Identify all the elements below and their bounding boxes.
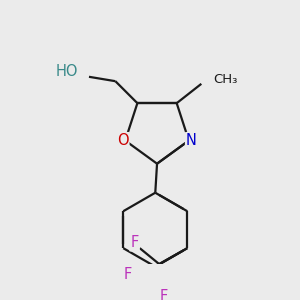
Text: F: F: [159, 289, 168, 300]
Text: HO: HO: [56, 64, 78, 79]
Text: F: F: [130, 236, 139, 250]
Text: N: N: [186, 133, 197, 148]
Text: O: O: [117, 133, 128, 148]
Text: F: F: [123, 267, 132, 282]
Text: CH₃: CH₃: [214, 73, 238, 86]
